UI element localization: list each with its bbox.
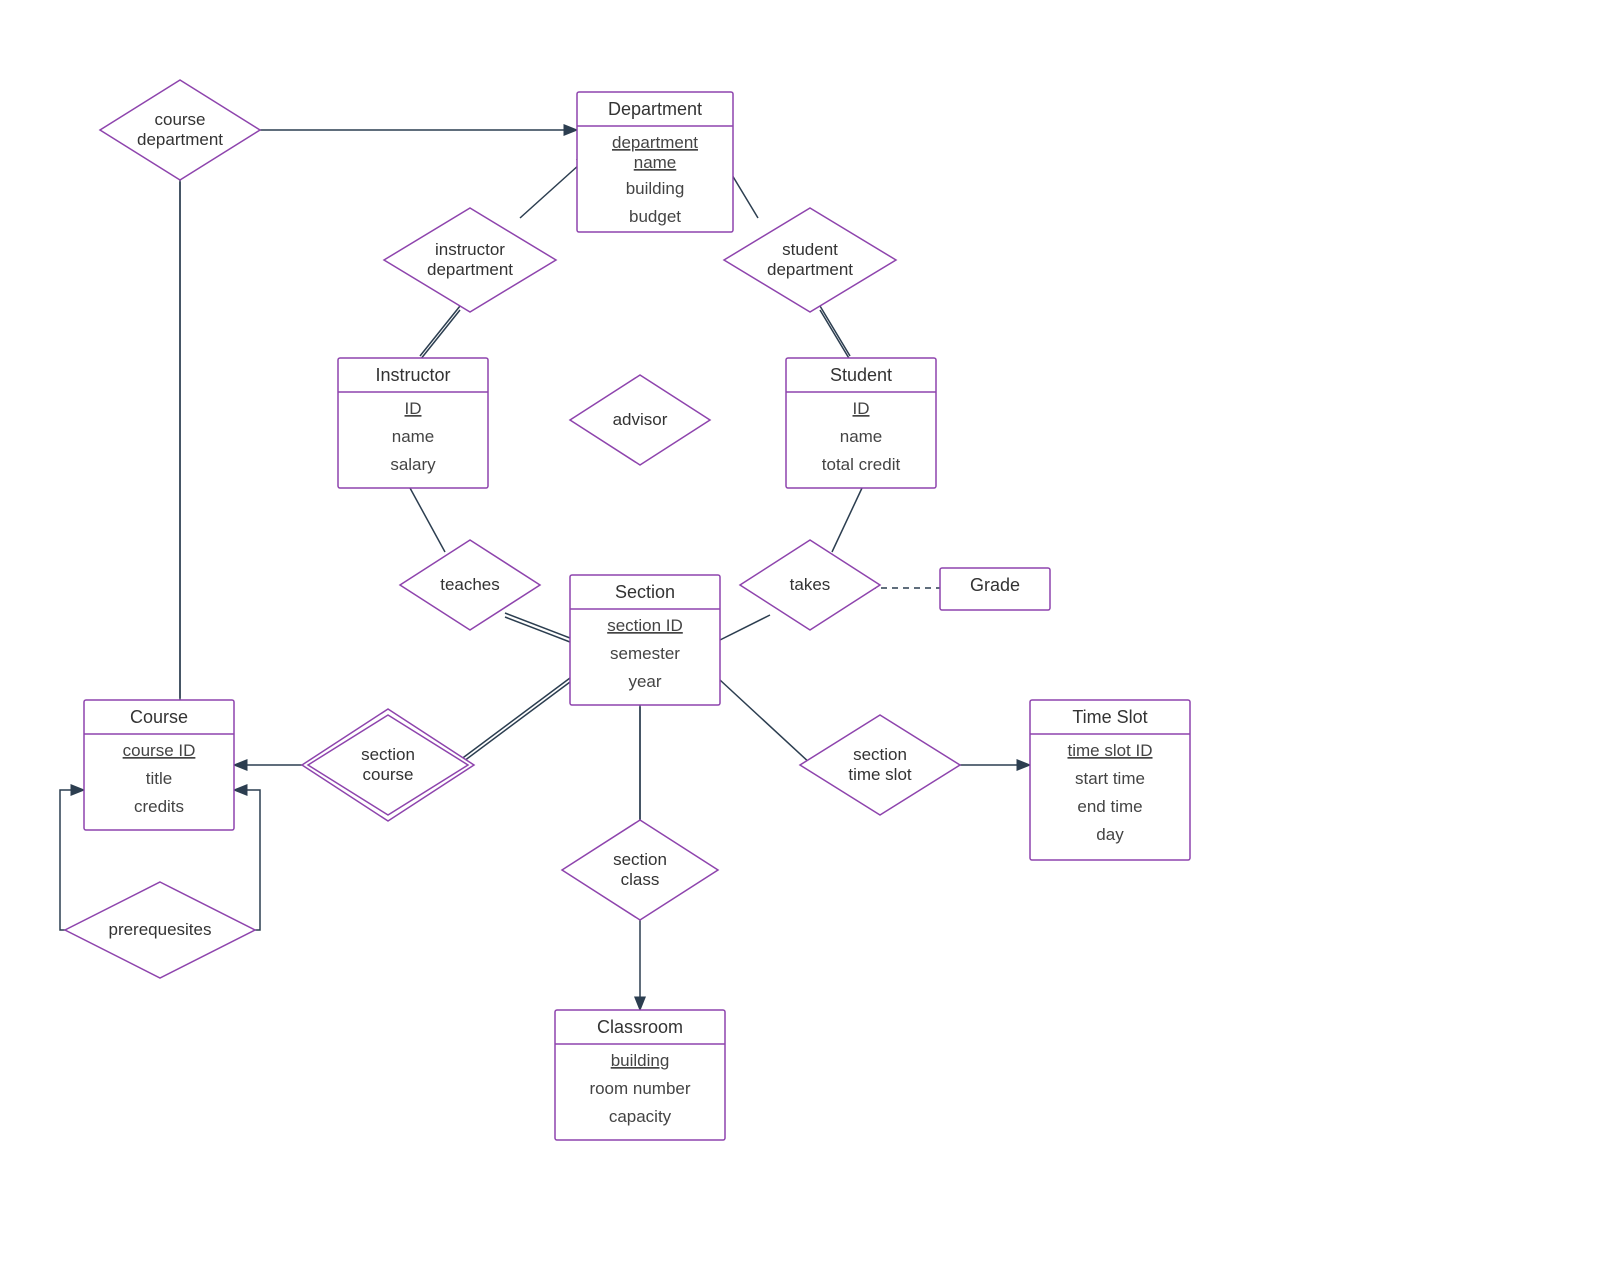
- edge-sc_to_section: [456, 678, 570, 763]
- entity-attr: budget: [629, 207, 681, 226]
- relationship-student_department: studentdepartment: [724, 208, 896, 312]
- entity-attr: ID: [853, 399, 870, 418]
- relationship-label: department: [427, 260, 513, 279]
- entity-title: Classroom: [597, 1017, 683, 1037]
- edge-sd_to_student: [820, 310, 850, 360]
- relationship-teaches: teaches: [400, 540, 540, 630]
- entity-attr: room number: [589, 1079, 690, 1098]
- entity-title: Student: [830, 365, 892, 385]
- entity-attr: capacity: [609, 1107, 672, 1126]
- relationship-label: teaches: [440, 575, 500, 594]
- relationship-takes: takes: [740, 540, 880, 630]
- entity-attr: year: [628, 672, 661, 691]
- entity-attr: total credit: [822, 455, 901, 474]
- edge-prereq_loop_right: [234, 790, 260, 930]
- entity-title: Instructor: [375, 365, 450, 385]
- entity-attr: start time: [1075, 769, 1145, 788]
- entity-attr: salary: [390, 455, 436, 474]
- relationship-label: course: [154, 110, 205, 129]
- relationship-advisor: advisor: [570, 375, 710, 465]
- entity-attr: semester: [610, 644, 680, 663]
- entity-title: Department: [608, 99, 702, 119]
- relationship-prerequisites: prerequesites: [65, 882, 255, 978]
- entity-attr: course ID: [123, 741, 196, 760]
- edge-takes_to_section: [720, 615, 770, 640]
- entity-attr: building: [611, 1051, 670, 1070]
- relationship-label: department: [137, 130, 223, 149]
- relationship-section_course: sectioncourse: [302, 709, 474, 821]
- edge-teaches_to_instr: [410, 488, 445, 552]
- edge-st_to_section: [720, 680, 812, 765]
- entity-student: Student ID name total credit: [786, 358, 936, 488]
- edge-prereq_loop_left: [60, 790, 84, 930]
- er-diagram: coursedepartmentinstructordepartmentstud…: [0, 0, 1600, 1280]
- entity-section: Section section ID semester year: [570, 575, 720, 705]
- relationship-label: time slot: [848, 765, 912, 784]
- relationship-label: section: [361, 745, 415, 764]
- edge-id_to_instr: [420, 306, 460, 356]
- entity-department: Department departmentname building budget: [577, 92, 733, 232]
- entity-attr: day: [1096, 825, 1124, 844]
- edge-takes_to_student: [832, 488, 862, 552]
- entity-attr: name: [840, 427, 883, 446]
- relationship-section_class: sectionclass: [562, 820, 718, 920]
- entity-attr: title: [146, 769, 172, 788]
- entity-attr: building: [626, 179, 685, 198]
- entity-instructor: Instructor ID name salary: [338, 358, 488, 488]
- edge-teaches_to_section: [505, 613, 570, 638]
- relationship-label: advisor: [613, 410, 668, 429]
- relationship-label: section: [613, 850, 667, 869]
- entity-attr: section ID: [607, 616, 683, 635]
- relationship-label: course: [362, 765, 413, 784]
- entity-attr: time slot ID: [1067, 741, 1152, 760]
- entity-attr: name: [634, 153, 677, 172]
- entity-attr: credits: [134, 797, 184, 816]
- entity-attr: department: [612, 133, 698, 152]
- relationship-label: instructor: [435, 240, 505, 259]
- entity-timeslot: Time Slot time slot ID start time end time d…: [1030, 700, 1190, 860]
- entity-title: Time Slot: [1072, 707, 1147, 727]
- relationship-label: class: [621, 870, 660, 889]
- relationship-label: department: [767, 260, 853, 279]
- entity-classroom: Classroom building room number capacity: [555, 1010, 725, 1140]
- edge-teaches_to_section: [505, 617, 570, 642]
- entity-attr: ID: [405, 399, 422, 418]
- entity-title: Section: [615, 582, 675, 602]
- relationship-section_timeslot: sectiontime slot: [800, 715, 960, 815]
- entity-course: Course course ID title credits: [84, 700, 234, 830]
- entity-title: Course: [130, 707, 188, 727]
- entity-grade: Grade: [940, 568, 1050, 610]
- edge-sd_to_student: [820, 306, 850, 356]
- edge-id_to_instr: [420, 310, 460, 360]
- relationship-label: section: [853, 745, 907, 764]
- relationship-instructor_department: instructordepartment: [384, 208, 556, 312]
- entity-attr: name: [392, 427, 435, 446]
- entity-attr: end time: [1077, 797, 1142, 816]
- relationship-label: takes: [790, 575, 831, 594]
- entity-title: Grade: [970, 575, 1020, 595]
- relationship-label: student: [782, 240, 838, 259]
- edge-sc_to_section: [456, 682, 570, 767]
- relationship-label: prerequesites: [108, 920, 211, 939]
- relationship-course_department: coursedepartment: [100, 80, 260, 180]
